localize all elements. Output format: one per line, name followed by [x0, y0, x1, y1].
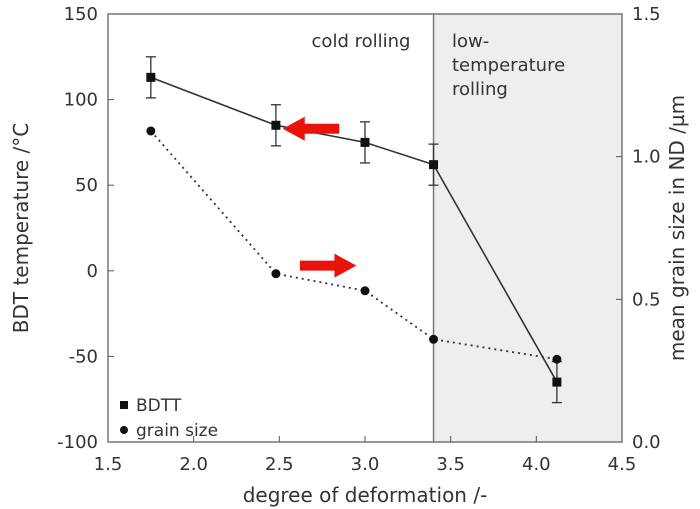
y-left-tick-label: 150: [64, 4, 98, 25]
y-left-tick-label: 50: [75, 175, 98, 196]
y-right-tick-label: 0.5: [632, 289, 661, 310]
series-layer: [145, 56, 562, 404]
y-left-tick-label: -50: [69, 346, 98, 367]
legend-circle-marker: [120, 426, 128, 434]
x-tick-label: 3.5: [436, 454, 465, 475]
data-point-bdtt: [146, 72, 156, 82]
region-label-low-temp-line-0: low-: [452, 31, 489, 52]
legend-label-bdtt: BDTT: [136, 396, 182, 416]
y-left-tick-label: 0: [87, 261, 98, 282]
annotation-layer: [282, 116, 357, 278]
data-point-bdtt: [360, 137, 370, 147]
x-tick-label: 4.0: [522, 454, 551, 475]
y-right-tick-label: 0.0: [632, 432, 661, 453]
shaded-region-1: [433, 14, 622, 442]
arrow-right-icon: [299, 253, 357, 278]
x-tick-label: 2.5: [265, 454, 294, 475]
data-point-bdtt: [271, 120, 281, 130]
legend: BDTT grain size: [120, 396, 218, 441]
x-tick-label: 3.0: [351, 454, 380, 475]
legend-label-grain-size: grain size: [136, 421, 218, 441]
data-point-bdtt: [552, 377, 562, 387]
data-point-grain-size: [360, 286, 370, 296]
data-point-grain-size: [271, 269, 281, 279]
x-tick-label: 1.5: [94, 454, 123, 475]
y-left-tick-label: 100: [64, 90, 98, 111]
region-label-cold-rolling: cold rolling: [312, 31, 411, 52]
data-point-grain-size: [552, 354, 562, 364]
legend-square-marker: [120, 401, 128, 409]
data-point-grain-size: [146, 126, 156, 136]
series-line-grain-size: [150, 130, 558, 361]
regions-layer: [433, 14, 622, 442]
x-axis-title: degree of deformation /-: [243, 483, 488, 507]
data-point-grain-size: [429, 334, 439, 344]
y-left-tick-label: -100: [57, 432, 98, 453]
y-right-tick-label: 1.5: [632, 4, 661, 25]
y-left-axis-title: BDT temperature /°C: [9, 123, 33, 333]
y-right-tick-label: 1.0: [632, 147, 661, 168]
x-tick-label: 4.5: [608, 454, 637, 475]
x-tick-label: 2.0: [179, 454, 208, 475]
axes-layer: cold rolling low-temperature rolling 1.5 2.0…: [9, 4, 689, 507]
data-point-bdtt: [429, 160, 439, 170]
region-label-low-temp-line-2: rolling: [452, 79, 508, 100]
arrow-left-icon: [282, 116, 340, 141]
y-right-axis-title: mean grain size in ND /µm: [665, 95, 689, 361]
region-label-low-temp-line-1: temperature: [452, 55, 565, 76]
